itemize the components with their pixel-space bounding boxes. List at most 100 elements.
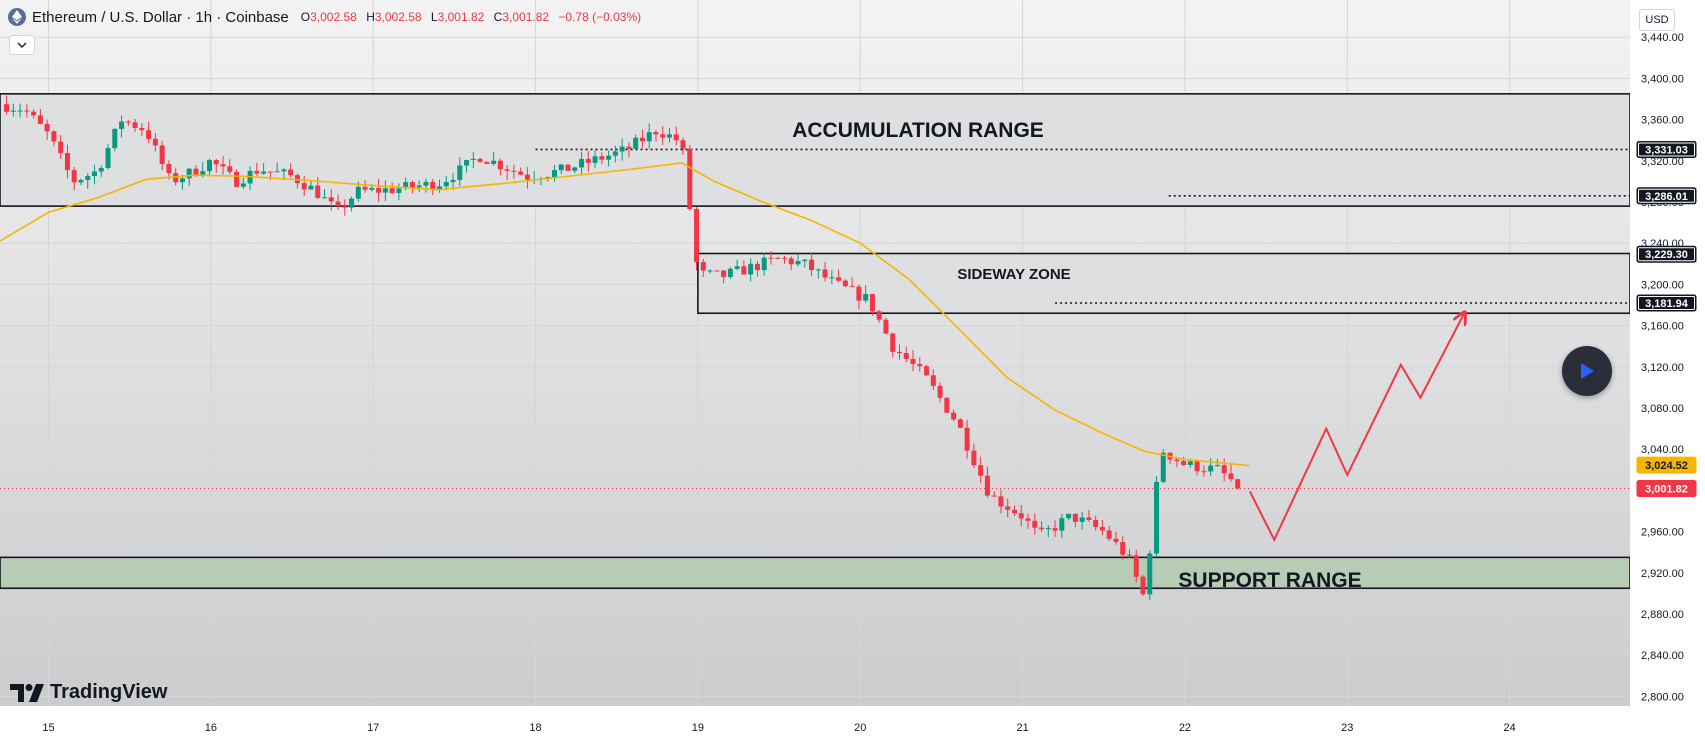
zone-rect: [697, 252, 1631, 315]
price-axis[interactable]: 2,800.00 2,840.00 2,880.00 2,920.00 2,960.00…: [1630, 0, 1705, 741]
candle-body: [781, 257, 787, 259]
candle-body: [991, 495, 997, 497]
candle-body: [85, 175, 91, 181]
candle-body: [152, 138, 158, 146]
candle-body: [477, 158, 483, 162]
candle-body: [281, 169, 287, 172]
candle-body: [741, 266, 747, 275]
candle-body: [1066, 513, 1072, 519]
candle-body: [119, 121, 125, 129]
candle-body: [1187, 461, 1193, 465]
candle-body: [288, 169, 294, 176]
candle-body: [978, 465, 984, 476]
candle-body: [64, 152, 70, 171]
candle-body: [362, 186, 368, 190]
candle-body: [727, 268, 733, 278]
candle-body: [1052, 528, 1058, 531]
tradingview-brand[interactable]: TradingView: [10, 681, 167, 704]
candle-body: [443, 181, 449, 187]
candle-body: [1025, 518, 1031, 521]
candle-body: [335, 201, 341, 207]
candle-body: [1194, 461, 1200, 472]
symbol-header[interactable]: Ethereum / U.S. Dollar · 1h · Coinbase O…: [8, 8, 641, 26]
y-tick-label: 2,920.00: [1641, 568, 1684, 580]
candle-body: [1106, 530, 1112, 539]
candle-body: [409, 182, 415, 188]
candle-body: [518, 171, 524, 175]
y-tick-label: 2,800.00: [1641, 691, 1684, 703]
x-tick-label: 16: [205, 722, 217, 734]
projection-path: [1248, 313, 1464, 543]
candle-body: [815, 269, 821, 271]
candle-body: [903, 353, 909, 359]
price-label-text: 3,286.01: [1645, 191, 1688, 203]
candle-body: [836, 277, 842, 281]
candle-body: [146, 130, 152, 139]
candle-body: [37, 115, 43, 124]
y-tick-label: 2,960.00: [1641, 527, 1684, 539]
candle-body: [558, 164, 564, 171]
candle-body: [572, 167, 578, 171]
candle-body: [511, 170, 517, 172]
candle-body: [4, 104, 10, 112]
candle-body: [883, 319, 889, 334]
candle-body: [355, 186, 361, 199]
currency-button[interactable]: USD: [1639, 9, 1675, 31]
candle-body: [1005, 506, 1011, 510]
candle-body: [1201, 471, 1207, 473]
candle-body: [240, 183, 246, 187]
candle-body: [680, 140, 686, 149]
zone-label: SIDEWAY ZONE: [957, 266, 1070, 283]
candle-body: [382, 188, 388, 193]
replay-play-button[interactable]: [1562, 346, 1612, 396]
candle-body: [1147, 553, 1153, 595]
candle-body: [234, 171, 240, 187]
candle-body: [328, 197, 334, 202]
price-label-inner-border: [1638, 296, 1695, 311]
price-label-box: [1636, 480, 1697, 498]
candle-body: [1011, 509, 1017, 514]
candle-body: [44, 123, 50, 132]
candle-body: [694, 208, 700, 263]
x-tick-label: 17: [367, 722, 379, 734]
x-tick-label: 20: [854, 722, 866, 734]
candle-body: [78, 180, 84, 183]
time-axis[interactable]: 15 16 17 18 19 20 21 22 23 24: [0, 706, 1630, 741]
candle-body: [964, 427, 970, 451]
candle-body: [788, 258, 794, 265]
low-value: 3,001.82: [437, 10, 485, 24]
candle-body: [139, 127, 145, 131]
candle-body: [957, 419, 963, 428]
candle-body: [436, 186, 442, 191]
zone-label: SUPPORT RANGE: [1178, 569, 1361, 592]
candle-body: [1072, 513, 1078, 522]
candle-body: [1099, 526, 1105, 531]
candle-body: [910, 358, 916, 365]
candle-body: [1181, 461, 1187, 465]
high-label: H: [366, 10, 375, 24]
candle-body: [470, 158, 476, 161]
moving-average: [0, 162, 1250, 467]
change-value: −0.78 (−0.03%): [558, 10, 642, 24]
candle-body: [274, 171, 280, 173]
price-axis-background: [1630, 0, 1705, 741]
candle-body: [220, 164, 226, 167]
candle-body: [376, 187, 382, 193]
y-tick-label: 3,440.00: [1641, 32, 1684, 44]
x-tick-label: 19: [692, 722, 704, 734]
candle-body: [646, 132, 652, 142]
dotted-levels: [0, 148, 1630, 490]
candle-body: [917, 364, 923, 367]
candle-body: [951, 412, 957, 420]
candle-body: [869, 293, 875, 312]
open-value: 3,002.58: [310, 10, 357, 24]
collapse-legend-button[interactable]: [9, 35, 35, 55]
candle-body: [748, 263, 754, 275]
candle-body: [660, 134, 666, 138]
candle-body: [186, 168, 192, 179]
candle-body: [1154, 481, 1160, 554]
candle-body: [213, 160, 219, 165]
candle-body: [612, 151, 618, 156]
candle-body: [998, 496, 1004, 507]
